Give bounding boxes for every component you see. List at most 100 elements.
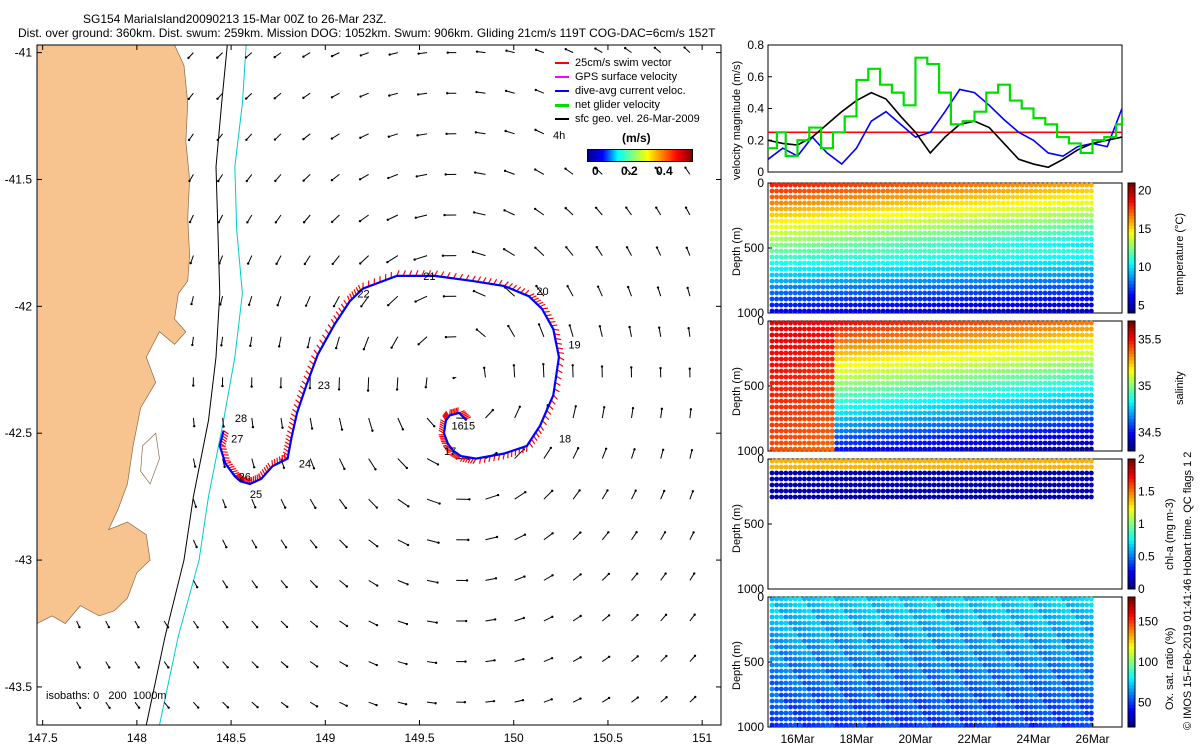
- chlorophyll-colorbar-seg: [1128, 491, 1135, 496]
- salinity-point: [1019, 446, 1025, 452]
- oxygen-point: [783, 710, 789, 716]
- salinity-point: [996, 434, 1002, 440]
- temperature-point: [815, 302, 821, 308]
- salinity-point: [1042, 428, 1048, 434]
- chlorophyll-colorbar-seg: [1128, 540, 1135, 544]
- salinity-point: [894, 392, 900, 398]
- temperature-point: [1079, 224, 1085, 230]
- salinity-point: [894, 440, 900, 446]
- temperature-point: [1033, 206, 1039, 212]
- temperature-point: [1056, 236, 1062, 242]
- temperature-point: [945, 194, 951, 200]
- salinity-point: [797, 320, 803, 326]
- temperature-point: [788, 224, 793, 230]
- temperature-point: [936, 278, 942, 284]
- velocity-arrow-58: [251, 539, 257, 548]
- salinity-point: [862, 446, 867, 452]
- salinity-point: [903, 410, 909, 416]
- salinity-point: [848, 440, 854, 446]
- salinity-point: [829, 434, 835, 440]
- temperature-point: [857, 296, 863, 302]
- temperature-point: [1084, 230, 1090, 236]
- temperature-point: [774, 236, 780, 242]
- temperature-point: [848, 272, 854, 278]
- map-ytick-label-3: -42.5: [5, 426, 33, 440]
- salinity-point: [802, 404, 807, 410]
- temperature-point: [852, 278, 858, 284]
- salinity-point: [1047, 368, 1053, 374]
- velocity-arrow-head-229: [551, 532, 554, 535]
- oxygen-point: [774, 644, 780, 650]
- salinity-point: [908, 320, 914, 326]
- temperature-point: [792, 206, 798, 212]
- temperature-point: [1061, 212, 1066, 218]
- chlorophyll-point: [862, 458, 867, 464]
- chlorophyll-point: [894, 494, 900, 500]
- chlorophyll-point: [774, 476, 780, 482]
- temperature-point: [880, 248, 886, 254]
- temperature-point: [945, 242, 951, 248]
- salinity-point: [815, 362, 821, 368]
- velocity-arrow-head-184: [475, 90, 478, 94]
- salinity-point: [852, 440, 858, 446]
- temperature-point: [806, 254, 812, 260]
- salinity-point: [894, 446, 900, 452]
- temperature-point: [987, 272, 992, 278]
- chlorophyll-point: [1088, 482, 1094, 488]
- salinity-point: [894, 344, 900, 350]
- salinity-point: [885, 392, 891, 398]
- temperature-point: [959, 206, 965, 212]
- temperature-point: [903, 296, 909, 302]
- velocity-arrow-head-297: [663, 531, 667, 534]
- temperature-point: [848, 200, 854, 206]
- salinity-point: [1061, 326, 1066, 332]
- salinity-point: [996, 374, 1002, 380]
- salinity-point: [1056, 404, 1062, 410]
- salinity-point: [783, 320, 789, 326]
- temperature-point: [913, 266, 918, 272]
- velocity-arrow-208: [514, 406, 521, 419]
- temperature-point: [769, 218, 775, 224]
- velocity-arrow-61: [251, 661, 258, 668]
- chlorophyll-point: [820, 458, 826, 464]
- temperature-point: [774, 224, 780, 230]
- temperature-colorbar-seg: [1128, 199, 1135, 203]
- temperature-point: [1001, 308, 1006, 314]
- salinity-point: [889, 380, 895, 386]
- temperature-point: [769, 266, 775, 272]
- temperature-point: [1061, 254, 1066, 260]
- chlorophyll-point: [797, 476, 803, 482]
- temperature-point: [936, 308, 942, 314]
- salinity-point: [1079, 350, 1085, 356]
- temperature-point: [1024, 302, 1029, 308]
- salinity-point: [903, 398, 909, 404]
- salinity-point: [936, 428, 942, 434]
- salinity-point: [1042, 386, 1048, 392]
- temperature-point: [829, 188, 835, 194]
- velocity-arrow-head-55: [250, 385, 253, 388]
- chlorophyll-colorbar-seg: [1128, 511, 1135, 515]
- salinity-point: [1001, 374, 1006, 380]
- temperature-point: [778, 296, 784, 302]
- salinity-point: [1033, 416, 1039, 422]
- temperature-point: [945, 272, 951, 278]
- velocity-arrow-305: [685, 207, 691, 216]
- salinity-point: [829, 344, 835, 350]
- salinity-point: [778, 362, 784, 368]
- temperature-point: [968, 188, 974, 194]
- salinity-point: [1014, 344, 1020, 350]
- salinity-point: [857, 392, 863, 398]
- temperature-point: [769, 212, 775, 218]
- temperature-point: [857, 278, 863, 284]
- temperature-point: [857, 254, 863, 260]
- salinity-point: [996, 338, 1002, 344]
- salinity-point: [866, 332, 872, 338]
- salinity-point: [848, 434, 854, 440]
- salinity-point: [1061, 416, 1066, 422]
- salinity-point: [876, 428, 881, 434]
- temperature-point: [903, 284, 909, 290]
- temperature-point: [885, 200, 891, 206]
- salinity-point: [788, 332, 793, 338]
- temperature-point: [815, 236, 821, 242]
- salinity-point: [922, 326, 928, 332]
